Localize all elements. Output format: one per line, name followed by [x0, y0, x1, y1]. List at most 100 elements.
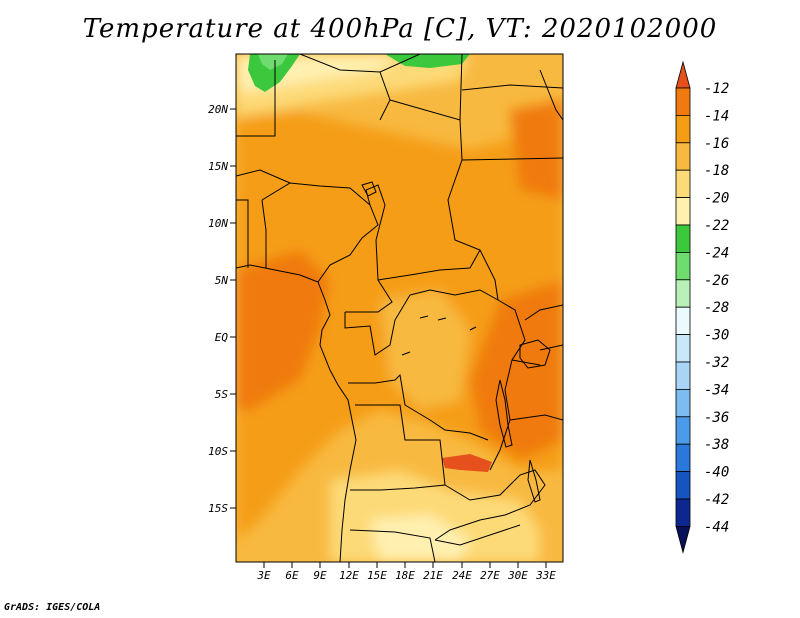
colorbar-label: -12	[704, 81, 729, 97]
colorbar-box	[675, 87, 691, 116]
lat-tick-EQ: EQ	[215, 331, 236, 344]
colorbar-label: -20	[704, 191, 729, 207]
lon-label-3E: 3E	[256, 569, 271, 582]
colorbar-label: -18	[704, 163, 729, 179]
red-sea-coast	[539, 69, 563, 121]
colorbar-box	[675, 361, 691, 390]
lat-label-20N: 20N	[208, 103, 228, 116]
border-mauritania-mali	[236, 60, 276, 137]
colorbar-label: -42	[704, 492, 729, 508]
border-namibia-botswana	[349, 524, 521, 562]
map-frame	[235, 53, 564, 563]
latitude-axis: 20N 15N 10N 5N EQ 5S 10S 15S	[208, 103, 236, 515]
lon-tick-21E: 21E	[423, 562, 443, 582]
colorbar-box	[675, 115, 691, 144]
lon-tick-9E: 9E	[313, 562, 327, 582]
lon-label-21E: 21E	[423, 569, 443, 582]
colorbar-top-arrow	[675, 60, 691, 89]
colorbar-box	[675, 416, 691, 445]
border-zambia	[434, 469, 546, 541]
field-green-north-2	[385, 54, 470, 68]
lat-tick-5S: 5S	[215, 388, 236, 401]
border-benin	[261, 199, 267, 268]
field-lightgreen-north	[258, 54, 288, 70]
lon-label-9E: 9E	[313, 569, 327, 582]
lat-label-10S: 10S	[208, 445, 228, 458]
colorbar-box	[675, 197, 691, 226]
colorbar-box	[675, 334, 691, 363]
lon-tick-33E: 33E	[535, 562, 556, 582]
colorbar-label: -32	[704, 355, 729, 371]
chart-title: Temperature at 400hPa [C], VT: 202010200…	[82, 14, 718, 44]
colorbar-box	[675, 169, 691, 198]
colorbar-label: -16	[704, 136, 729, 152]
colorbar-label: -26	[704, 273, 729, 289]
colorbar-box	[675, 388, 691, 418]
colorbar-box	[675, 471, 691, 500]
lat-label-10N: 10N	[208, 217, 228, 230]
boundaries	[236, 54, 563, 562]
river-congo	[401, 315, 477, 356]
colorbar-label: -36	[704, 410, 729, 426]
lake-victoria	[519, 339, 551, 369]
lon-tick-12E: 12E	[339, 562, 359, 582]
lon-label-15E: 15E	[367, 569, 387, 582]
lat-tick-5N: 5N	[215, 274, 236, 287]
field-warmer-east	[470, 280, 563, 460]
colorbar-box	[675, 251, 691, 281]
lat-tick-15S: 15S	[208, 502, 236, 515]
colorbar-label: -24	[704, 245, 729, 261]
lat-label-5S: 5S	[215, 388, 229, 401]
border-nigeria	[261, 182, 379, 283]
border-cameroon	[345, 184, 393, 313]
colorbar-box	[675, 306, 691, 336]
lon-tick-30E: 30E	[507, 562, 528, 582]
lat-label-5N: 5N	[215, 274, 229, 287]
border-car	[377, 249, 499, 301]
colorbar-label: -14	[704, 108, 729, 124]
colorbar-label: -40	[704, 465, 729, 481]
border-drc-west	[348, 373, 489, 441]
colorbar: -12 -14 -16 -18 -20 -22 -24 -26 -28 -30 -32 -34 -36 -…	[675, 60, 729, 554]
border-libya-egypt	[461, 84, 563, 91]
field-pale-south	[370, 515, 470, 562]
border-drc-east	[489, 299, 526, 471]
field-green-north	[248, 54, 300, 92]
border-tanzania	[509, 359, 563, 421]
colorbar-box	[675, 142, 691, 171]
border-gabon-congo	[344, 294, 411, 356]
lon-label-6E: 6E	[285, 569, 299, 582]
lat-label-EQ: EQ	[215, 331, 229, 344]
border-ghana	[236, 199, 249, 268]
lon-tick-15E: 15E	[367, 562, 387, 582]
longitude-axis: 3E 6E 9E 12E 15E 18E 21E 24E 27E 30E 33E	[256, 562, 556, 582]
lon-tick-3E: 3E	[256, 562, 271, 582]
lon-label-27E: 27E	[480, 569, 500, 582]
border-sudan-north	[461, 157, 563, 161]
lat-tick-20N: 20N	[208, 103, 236, 116]
lon-tick-24E: 24E	[452, 562, 472, 582]
colorbar-box	[675, 279, 691, 308]
border-angola	[350, 404, 446, 491]
colorbar-label: -30	[704, 328, 729, 344]
field-mid-central	[380, 290, 470, 410]
colorbar-box	[675, 498, 691, 527]
lon-label-33E: 33E	[535, 569, 556, 582]
lat-label-15N: 15N	[208, 160, 228, 173]
lat-tick-10S: 10S	[208, 445, 236, 458]
lat-tick-10N: 10N	[208, 217, 236, 230]
colorbar-label: -38	[704, 437, 729, 453]
colorbar-bottom-arrow	[675, 526, 691, 554]
lat-label-15S: 15S	[208, 502, 228, 515]
colorbar-label: -44	[704, 519, 729, 535]
lake-chad	[361, 181, 377, 197]
border-nigeria-niger	[236, 169, 291, 184]
colorbar-box	[675, 443, 691, 473]
lon-tick-6E: 6E	[285, 562, 299, 582]
lat-tick-15N: 15N	[208, 160, 236, 173]
lon-label-18E: 18E	[395, 569, 415, 582]
temperature-field	[236, 54, 563, 562]
grads-credit: GrADS: IGES/COLA	[4, 602, 101, 613]
colorbar-label: -34	[704, 382, 729, 398]
